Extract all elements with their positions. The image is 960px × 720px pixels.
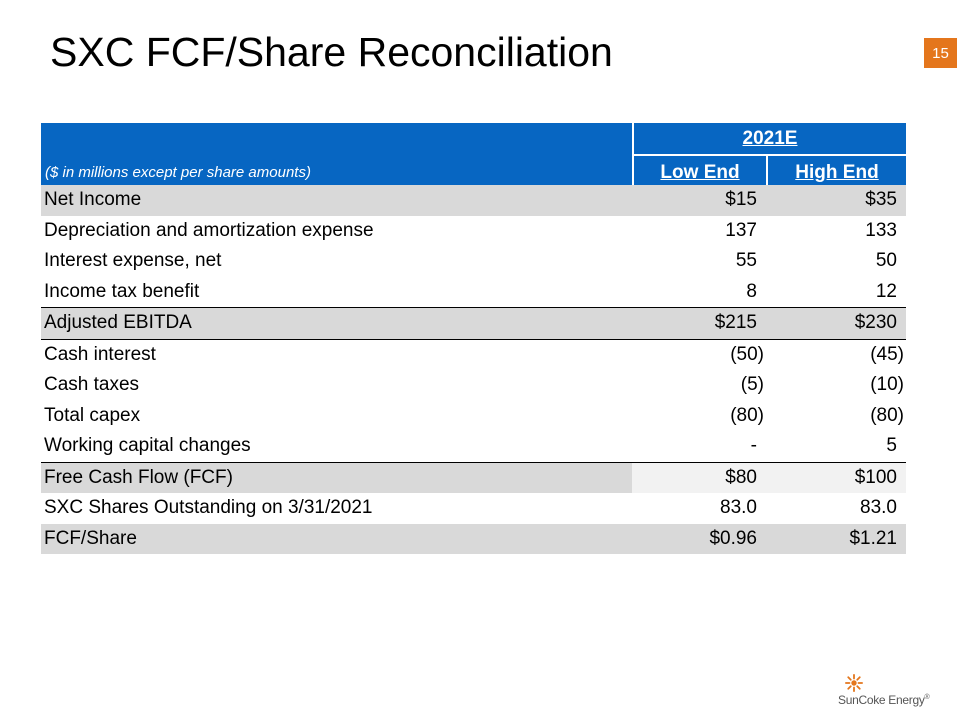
registered-mark: ® [924, 694, 930, 701]
row-label: Interest expense, net [44, 250, 222, 271]
table-row: Interest expense, net 55 50 [41, 246, 906, 277]
row-label: Working capital changes [44, 435, 251, 456]
row-low-value: (50) [730, 343, 764, 365]
row-label: Adjusted EBITDA [44, 312, 192, 333]
row-label: Total capex [44, 404, 141, 426]
row-high-value: $100 [766, 462, 906, 493]
table-row: Income tax benefit 8 12 [41, 277, 906, 308]
row-high-value: (80) [870, 404, 904, 426]
row-low-value: - [750, 435, 757, 456]
page-number-badge: 15 [924, 38, 957, 68]
row-high-value: (45) [870, 343, 904, 365]
table-row: FCF/Share $0.96 $1.21 [41, 523, 906, 554]
table-row: Cash interest (50) (45) [41, 338, 906, 371]
table-row: Cash taxes (5) (10) [41, 370, 906, 401]
row-high-value: (10) [870, 374, 904, 395]
row-label: Cash interest [44, 343, 156, 365]
table-row: Total capex (80) (80) [41, 401, 906, 432]
table-row: SXC Shares Outstanding on 3/31/2021 83.0… [41, 493, 906, 524]
row-label: Cash taxes [44, 374, 140, 395]
sun-icon [845, 674, 863, 692]
header-low-end: Low End [632, 154, 766, 185]
row-label: Net Income [44, 189, 142, 210]
table-row: Net Income $15 $35 [41, 185, 906, 216]
table-subtitle: ($ in millions except per share amounts) [45, 164, 311, 181]
row-high-value: $35 [865, 189, 897, 210]
table-header-year-row: 2021E [41, 123, 906, 154]
row-low-value: 83.0 [720, 497, 757, 518]
logo-text: SunCoke Energy [838, 693, 925, 707]
table-row: Depreciation and amortization expense 13… [41, 216, 906, 247]
reconciliation-table: 2021E ($ in millions except per share am… [41, 123, 906, 554]
row-low-value: $15 [725, 189, 757, 210]
row-high-value: 5 [886, 435, 897, 456]
row-high-value: 12 [875, 280, 897, 302]
row-label: Income tax benefit [44, 280, 200, 302]
row-low-value: $0.96 [709, 527, 757, 549]
row-high-value: 83.0 [860, 497, 897, 518]
row-low-value: 8 [746, 280, 757, 302]
header-high-end: High End [766, 154, 906, 185]
table-row: Free Cash Flow (FCF) $80 $100 [41, 461, 906, 493]
row-high-value: $1.21 [849, 527, 897, 549]
header-blank-cell [41, 123, 632, 154]
row-high-value: $230 [854, 312, 897, 333]
row-label: Free Cash Flow (FCF) [41, 462, 632, 493]
row-low-value: (5) [740, 374, 764, 395]
row-label: SXC Shares Outstanding on 3/31/2021 [44, 497, 373, 518]
company-logo: SunCoke Energy® [838, 693, 930, 707]
table-row: Working capital changes - 5 [41, 431, 906, 462]
row-high-value: 133 [865, 219, 897, 241]
row-low-value: 55 [735, 250, 757, 271]
row-label: Depreciation and amortization expense [44, 219, 374, 241]
slide-title: SXC FCF/Share Reconciliation [50, 29, 613, 75]
row-low-value: $215 [714, 312, 757, 333]
table-row: Adjusted EBITDA $215 $230 [41, 307, 906, 339]
header-year: 2021E [632, 123, 906, 154]
row-label: FCF/Share [44, 527, 137, 549]
row-low-value: (80) [730, 404, 764, 426]
row-high-value: 50 [875, 250, 897, 271]
table-header-columns-row: ($ in millions except per share amounts)… [41, 154, 906, 185]
row-low-value: 137 [725, 219, 757, 241]
row-low-value: $80 [632, 462, 766, 493]
